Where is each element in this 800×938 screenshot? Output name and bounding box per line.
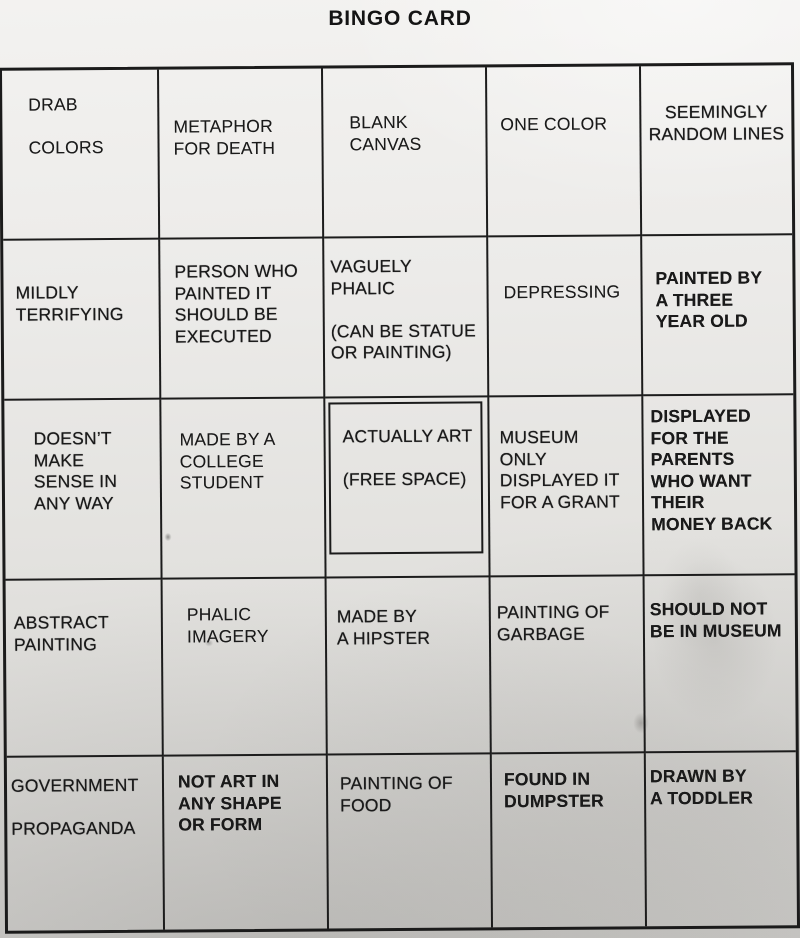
bingo-cell-r3c3: ACTUALLY ART (FREE SPACE) [325,397,491,579]
bingo-cell-r4c4: PAINTING OF GARBAGE [490,576,646,755]
cell-text: METAPHOR FOR DEATH [173,115,276,159]
bingo-cell-r3c1: DOESN’T MAKE SENSE IN ANY WAY [4,399,163,581]
bingo-cell-r2c2: PERSON WHO PAINTED IT SHOULD BE EXECUTED [160,238,326,400]
cell-text: MILDLY TERRIFYING [15,282,124,325]
cell-text: SHOULD NOT BE IN MUSEUM [649,598,782,641]
cell-text: ACTUALLY ART (FREE SPACE) [342,425,473,490]
bingo-cell-r2c4: DEPRESSING [488,236,644,398]
bingo-cell-r1c1: DRAB COLORS [2,69,161,241]
cell-text: SEEMINGLY RANDOM LINES [648,101,785,144]
bingo-cell-r5c1: GOVERNMENT PROPAGANDA [6,756,166,931]
cell-text: PAINTING OF FOOD [339,772,453,815]
bingo-cell-r5c2: NOT ART IN ANY SHAPE OR FORM [163,755,330,930]
cell-text: DISPLAYED FOR THE PARENTS WHO WANT THEIR… [650,405,773,534]
bingo-cell-r5c5: DRAWN BY A TODDLER [646,752,797,926]
cell-text: DRAB COLORS [28,94,104,158]
bingo-cell-r3c4: MUSEUM ONLY DISPLAYED IT FOR A GRANT [489,396,645,578]
bingo-cell-r1c5: SEEMINGLY RANDOM LINES [640,65,793,237]
free-space-box: ACTUALLY ART (FREE SPACE) [328,401,484,555]
cell-text: ABSTRACT PAINTING [13,612,109,655]
bingo-cell-r5c4: FOUND IN DUMPSTER [491,753,647,928]
bingo-cell-r1c3: BLANK CANVAS [322,67,489,239]
bingo-cell-r4c5: SHOULD NOT BE IN MUSEUM [644,575,796,754]
cell-text: MADE BY A COLLEGE STUDENT [179,428,276,493]
cell-text: BLANK CANVAS [349,111,422,154]
bingo-cell-r2c1: MILDLY TERRIFYING [3,239,162,401]
cell-text: ONE COLOR [500,113,608,135]
bingo-card: DRAB COLORS METAPHOR FOR DEATH BLANK CAN… [0,62,800,934]
cell-text: DOESN’T MAKE SENSE IN ANY WAY [33,428,118,514]
cell-text: PHALIC IMAGERY [186,604,269,646]
cell-text: MADE BY A HIPSTER [336,605,431,648]
bingo-cell-r3c5: DISPLAYED FOR THE PARENTS WHO WANT THEIR… [643,395,795,577]
bingo-cell-r4c1: ABSTRACT PAINTING [5,579,164,758]
bingo-cell-r1c4: ONE COLOR [486,66,643,238]
bingo-cell-r4c3: MADE BY A HIPSTER [326,577,492,756]
cell-text: NOT ART IN ANY SHAPE OR FORM [177,770,282,835]
bingo-cell-r4c2: PHALIC IMAGERY [162,578,328,757]
bingo-cell-r3c2: MADE BY A COLLEGE STUDENT [161,398,327,580]
cell-text: PERSON WHO PAINTED IT SHOULD BE EXECUTED [174,260,299,347]
cell-text: PAINTED BY A THREE YEAR OLD [655,267,763,332]
bingo-cell-r1c2: METAPHOR FOR DEATH [159,68,325,240]
page-title: BINGO CARD [328,7,472,30]
cell-text: DRAWN BY A TODDLER [649,765,754,808]
cell-text: MUSEUM ONLY DISPLAYED IT FOR A GRANT [499,426,620,512]
cell-text: VAGUELY PHALIC (CAN BE STATUE OR PAINTIN… [330,255,476,363]
cell-text: PAINTING OF GARBAGE [496,601,610,644]
bingo-cell-r5c3: PAINTING OF FOOD [327,754,493,929]
cell-text: DEPRESSING [503,281,621,303]
bingo-cell-r2c3: VAGUELY PHALIC (CAN BE STATUE OR PAINTIN… [324,237,490,399]
cell-text: GOVERNMENT PROPAGANDA [10,774,139,839]
cell-text: FOUND IN DUMPSTER [503,768,604,811]
bingo-cell-r2c5: PAINTED BY A THREE YEAR OLD [642,235,794,397]
